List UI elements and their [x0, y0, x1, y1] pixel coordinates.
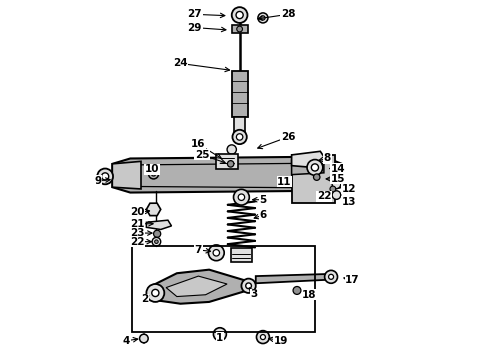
Text: 8: 8 [324, 153, 331, 163]
Text: 14: 14 [331, 163, 345, 174]
Text: 19: 19 [274, 336, 288, 346]
Circle shape [140, 334, 148, 343]
Circle shape [332, 180, 341, 189]
Text: 5: 5 [259, 195, 267, 205]
Circle shape [234, 189, 249, 205]
Circle shape [155, 240, 158, 243]
Polygon shape [112, 161, 141, 189]
Text: 2: 2 [141, 294, 148, 304]
Text: 7: 7 [195, 245, 202, 255]
Circle shape [152, 237, 161, 246]
Polygon shape [147, 220, 172, 229]
Circle shape [227, 145, 236, 154]
Circle shape [332, 191, 341, 199]
Text: 12: 12 [342, 184, 356, 194]
Circle shape [101, 173, 109, 180]
Circle shape [208, 245, 224, 261]
Circle shape [307, 159, 323, 175]
Circle shape [232, 7, 247, 23]
Circle shape [329, 274, 334, 279]
Polygon shape [292, 159, 324, 175]
Circle shape [153, 230, 161, 237]
Text: 28: 28 [281, 9, 295, 19]
Text: 25: 25 [195, 150, 209, 160]
Circle shape [236, 134, 243, 140]
Text: 29: 29 [188, 23, 202, 33]
Text: 22: 22 [317, 191, 331, 201]
Bar [132, 246, 315, 332]
Text: 6: 6 [259, 210, 267, 220]
Polygon shape [256, 274, 335, 283]
Text: 15: 15 [331, 174, 345, 184]
Text: 18: 18 [302, 290, 317, 300]
Circle shape [238, 194, 245, 201]
Text: 3: 3 [250, 289, 258, 299]
Text: 13: 13 [342, 197, 356, 207]
Text: 24: 24 [173, 58, 188, 68]
Text: 27: 27 [188, 9, 202, 19]
Circle shape [293, 287, 301, 294]
Circle shape [213, 249, 220, 256]
Circle shape [237, 26, 243, 32]
Circle shape [256, 330, 270, 343]
Text: 11: 11 [277, 177, 292, 187]
Text: 16: 16 [191, 139, 206, 149]
Text: 21: 21 [130, 219, 145, 229]
Polygon shape [112, 157, 342, 193]
Polygon shape [166, 276, 227, 297]
Circle shape [311, 164, 318, 171]
Bar [216, 154, 238, 168]
Bar [232, 71, 247, 117]
Text: 1: 1 [216, 333, 223, 343]
Bar [232, 25, 247, 33]
Circle shape [214, 328, 226, 341]
Circle shape [152, 289, 159, 297]
Circle shape [151, 172, 156, 176]
Circle shape [232, 130, 247, 144]
Text: 20: 20 [130, 207, 145, 217]
Circle shape [147, 284, 164, 302]
Text: 23: 23 [130, 228, 145, 238]
Text: 9: 9 [95, 176, 101, 186]
Circle shape [245, 283, 251, 289]
Text: 4: 4 [123, 336, 130, 346]
Polygon shape [155, 270, 248, 304]
Circle shape [261, 16, 265, 20]
Circle shape [324, 270, 338, 283]
Circle shape [260, 334, 266, 339]
Circle shape [218, 332, 222, 337]
Circle shape [314, 174, 320, 180]
Circle shape [148, 169, 159, 179]
Circle shape [258, 13, 268, 23]
Circle shape [227, 161, 234, 167]
Bar [231, 248, 252, 262]
Polygon shape [292, 151, 327, 167]
Bar [234, 117, 245, 132]
Circle shape [97, 168, 113, 184]
Text: 26: 26 [281, 132, 295, 142]
Circle shape [330, 186, 336, 192]
Text: 22: 22 [130, 237, 145, 247]
Text: 10: 10 [145, 164, 159, 174]
Text: 17: 17 [345, 275, 360, 285]
Circle shape [242, 279, 256, 293]
Circle shape [236, 12, 243, 19]
Polygon shape [292, 155, 335, 203]
